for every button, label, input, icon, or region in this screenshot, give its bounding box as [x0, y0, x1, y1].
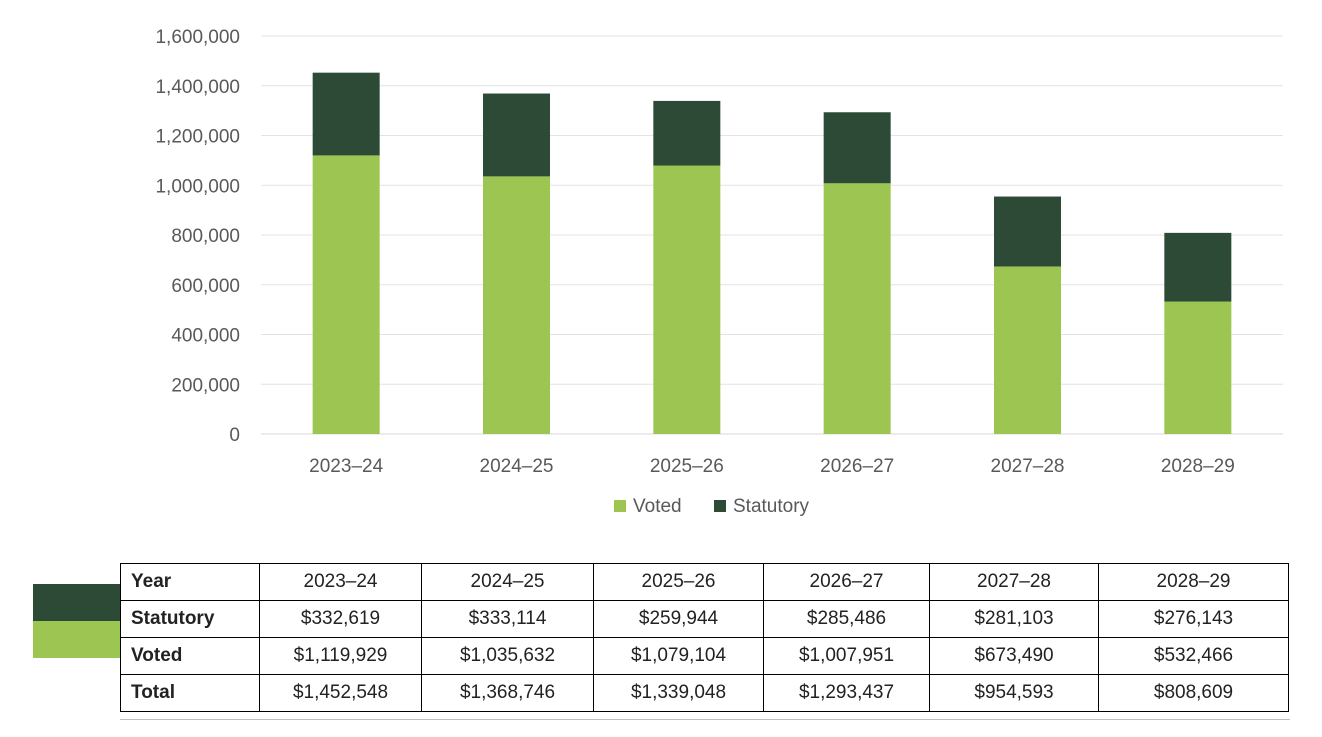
- y-tick-label: 400,000: [171, 326, 240, 347]
- y-tick-label: 600,000: [171, 276, 240, 297]
- table-cell: $1,079,104: [593, 637, 764, 675]
- table-cell: $808,609: [1098, 674, 1289, 712]
- table-row: Voted $1,119,929 $1,035,632 $1,079,104 $…: [120, 637, 1289, 675]
- bar-statutory: [483, 93, 550, 177]
- table-cell: $1,452,548: [259, 674, 422, 712]
- table-row: Statutory $332,619 $333,114 $259,944 $28…: [120, 600, 1289, 638]
- legend-label: Statutory: [733, 496, 810, 517]
- year-cell: 2026–27: [763, 563, 930, 601]
- y-tick-label: 1,200,000: [155, 127, 240, 148]
- bar-voted: [483, 176, 550, 434]
- table-cell: $1,035,632: [421, 637, 594, 675]
- gridlines: [261, 35, 1283, 435]
- y-tick-label: 200,000: [171, 375, 240, 396]
- bar-voted: [994, 266, 1061, 434]
- x-tick-label: 2025–26: [650, 456, 724, 477]
- legend-swatch: [714, 500, 726, 512]
- table-cell: $954,593: [929, 674, 1099, 712]
- x-tick-label: 2028–29: [1161, 456, 1235, 477]
- year-cell: 2025–26: [593, 563, 764, 601]
- bar-statutory: [994, 196, 1061, 267]
- y-tick-label: 800,000: [171, 226, 240, 247]
- legend: Voted Statutory: [614, 496, 810, 517]
- bars: [312, 72, 1232, 434]
- y-tick-label: 1,000,000: [155, 176, 240, 197]
- table-cell: $332,619: [259, 600, 422, 638]
- table-cell: $333,114: [421, 600, 594, 638]
- table-cell: $673,490: [929, 637, 1099, 675]
- legend-swatch: [614, 500, 626, 512]
- bar-statutory: [823, 112, 891, 184]
- data-table: Year 2023–24 2024–25 2025–26 2026–27 202…: [120, 563, 1289, 712]
- year-cell: 2028–29: [1098, 563, 1289, 601]
- voted-swatch: [33, 621, 120, 658]
- bar-voted: [312, 155, 380, 434]
- year-cell: 2023–24: [259, 563, 422, 601]
- table-cell: $1,339,048: [593, 674, 764, 712]
- table-cell: $1,007,951: [763, 637, 930, 675]
- x-tick-label: 2027–28: [991, 456, 1065, 477]
- statutory-swatch: [33, 584, 120, 621]
- table-cell: $1,293,437: [763, 674, 930, 712]
- table-cell: $259,944: [593, 600, 764, 638]
- row-label: Total: [120, 674, 260, 712]
- bottom-rule: [120, 719, 1290, 720]
- row-label: Voted: [120, 637, 260, 675]
- bar-statutory: [1164, 232, 1232, 302]
- x-tick-label: 2023–24: [309, 456, 383, 477]
- x-tick-label: 2024–25: [480, 456, 554, 477]
- bar-voted: [823, 183, 891, 434]
- row-label: Statutory: [120, 600, 260, 638]
- bar-statutory: [312, 72, 380, 156]
- legend-label: Voted: [633, 496, 682, 517]
- y-axis-ticks: 0 200,000 400,000 600,000 800,000 1,000,000 1,…: [155, 27, 240, 446]
- table-cell: $285,486: [763, 600, 930, 638]
- table-cell: $281,103: [929, 600, 1099, 638]
- table-cell: $1,119,929: [259, 637, 422, 675]
- bar-voted: [1164, 301, 1232, 434]
- table-cell: $532,466: [1098, 637, 1289, 675]
- table-legend-swatches: [33, 584, 120, 658]
- table-cell: $276,143: [1098, 600, 1289, 638]
- bar-voted: [653, 165, 721, 434]
- y-tick-label: 1,600,000: [155, 27, 240, 48]
- x-axis-ticks: 2023–24 2024–25 2025–26 2026–27 2027–28 2028–…: [309, 456, 1235, 477]
- y-tick-label: 1,400,000: [155, 77, 240, 98]
- year-cell: 2027–28: [929, 563, 1099, 601]
- x-tick-label: 2026–27: [820, 456, 894, 477]
- table-row: Total $1,452,548 $1,368,746 $1,339,048 $…: [120, 674, 1289, 712]
- year-cell: 2024–25: [421, 563, 594, 601]
- table-cell: $1,368,746: [421, 674, 594, 712]
- stacked-bar-chart: 0 200,000 400,000 600,000 800,000 1,000,000 1,…: [155, 27, 1283, 517]
- year-header: Year: [120, 563, 260, 601]
- table-header-row: Year 2023–24 2024–25 2025–26 2026–27 202…: [120, 563, 1289, 601]
- y-tick-label: 0: [229, 425, 240, 446]
- bar-statutory: [653, 100, 721, 166]
